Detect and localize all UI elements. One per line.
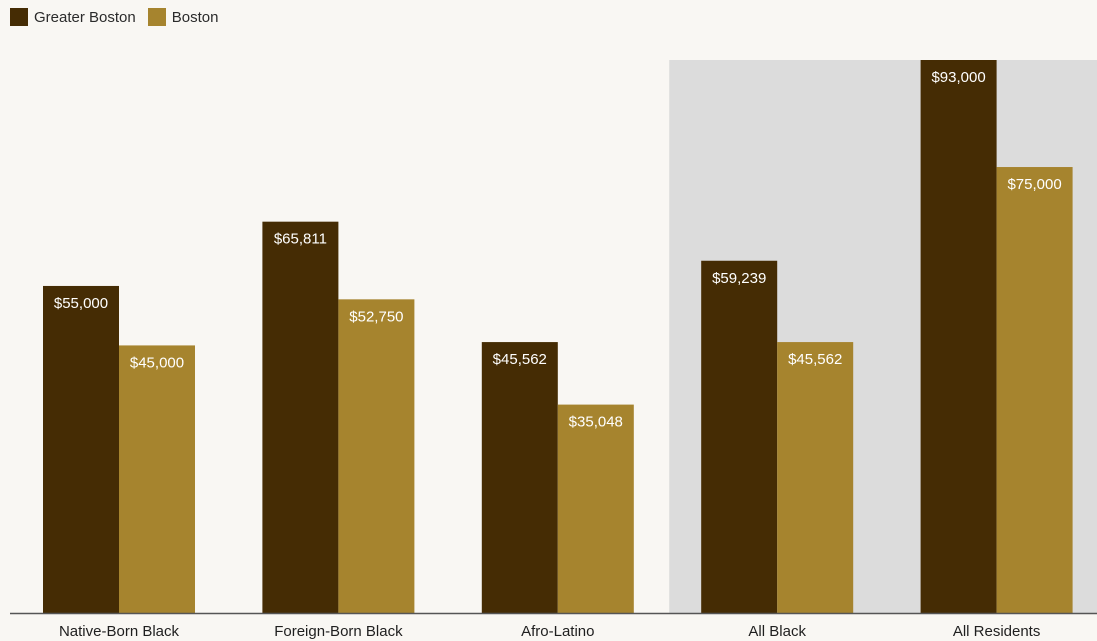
data-label-boston-afro-latino: $35,048: [569, 414, 623, 431]
x-tick-label-afro-latino: Afro-Latino: [521, 623, 594, 640]
legend-swatch-boston: [147, 8, 166, 26]
bar-boston-all-residents: [996, 167, 1073, 613]
bar-greater-boston-all-residents: [920, 60, 997, 613]
legend-item-boston: Boston: [147, 8, 219, 26]
data-label-boston-all-black: $45,562: [788, 351, 842, 368]
bar-boston-all-black: [777, 342, 854, 613]
legend-item-greater-boston: Greater Boston: [10, 8, 136, 26]
legend-label-boston: Boston: [171, 8, 219, 26]
data-label-greater-boston-all-residents: $93,000: [931, 69, 985, 86]
bar-boston-foreign-born-black: [338, 299, 415, 613]
x-tick-label-all-black: All Black: [748, 623, 806, 640]
legend-swatch-greater-boston: [10, 8, 28, 26]
bar-greater-boston-native-born-black: [43, 285, 119, 613]
x-tick-label-foreign-born-black: Foreign-Born Black: [274, 623, 403, 640]
data-label-boston-foreign-born-black: $52,750: [349, 308, 403, 325]
x-tick-label-native-born-black: Native-Born Black: [59, 623, 180, 640]
data-label-greater-boston-afro-latino: $45,562: [493, 351, 547, 368]
x-tick-label-all-residents: All Residents: [953, 623, 1041, 640]
bar-greater-boston-foreign-born-black: [262, 221, 339, 613]
bar-boston-afro-latino: [557, 404, 634, 613]
legend: Greater Boston Boston: [10, 8, 230, 26]
bar-greater-boston-all-black: [701, 260, 778, 613]
bar-boston-native-born-black: [119, 345, 195, 613]
bar-greater-boston-afro-latino: [481, 342, 558, 613]
data-label-greater-boston-all-black: $59,239: [712, 270, 766, 287]
data-label-greater-boston-native-born-black: $55,000: [54, 295, 108, 312]
data-label-greater-boston-foreign-born-black: $65,811: [274, 231, 327, 248]
legend-label-greater-boston: Greater Boston: [34, 8, 136, 26]
data-label-boston-all-residents: $75,000: [1007, 176, 1061, 193]
data-label-boston-native-born-black: $45,000: [130, 354, 184, 371]
